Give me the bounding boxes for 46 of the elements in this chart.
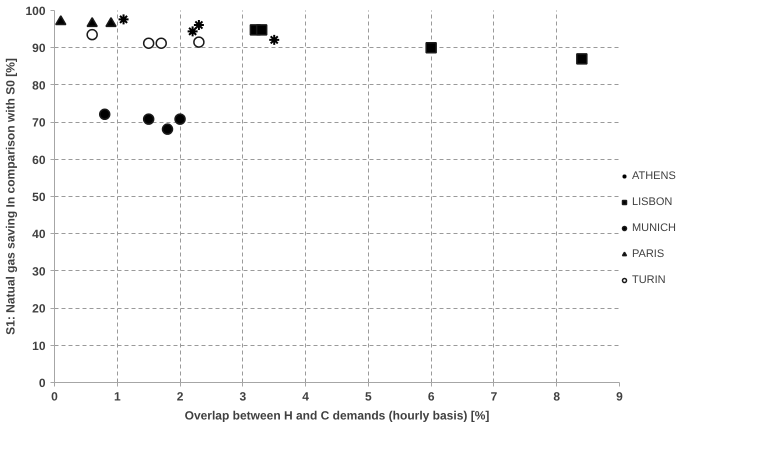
legend-label: MUNICH	[632, 221, 676, 235]
y-tick-label: 60	[32, 152, 46, 167]
x-axis-title: Overlap between H and C demands (hourly basis) [%]	[184, 408, 490, 422]
y-tick-label: 40	[32, 227, 46, 242]
x-tick-label: 3	[239, 390, 246, 404]
point	[186, 25, 199, 38]
x-tick-label: 2	[176, 390, 184, 404]
legend-label: PARIS	[632, 247, 664, 261]
y-tick-label: 70	[32, 116, 46, 130]
y-tick-label: 80	[32, 78, 46, 92]
y-tick-label: 100	[25, 4, 46, 18]
point	[256, 24, 268, 36]
x-tick-label: 9	[616, 390, 624, 404]
point	[105, 16, 117, 28]
point	[155, 37, 167, 49]
x-tick-label: 1	[114, 390, 121, 404]
y-tick-label: 90	[32, 41, 46, 56]
y-tick-label: 10	[32, 338, 46, 353]
point	[98, 108, 110, 120]
point	[268, 34, 280, 46]
point	[142, 37, 154, 49]
x-tick-label: 7	[490, 390, 498, 404]
point	[118, 13, 130, 26]
point	[162, 123, 174, 135]
x-tick-label: 0	[51, 390, 58, 404]
y-tick-label: 50	[32, 190, 46, 204]
point	[193, 36, 205, 48]
legend-label: LISBON	[632, 195, 672, 209]
y-tick-label: 20	[32, 302, 46, 316]
point	[576, 53, 588, 65]
x-tick-label: 6	[428, 390, 435, 404]
legend-label: TURIN	[632, 273, 666, 287]
point	[86, 16, 98, 28]
x-tick-label: 4	[302, 390, 310, 404]
y-tick-label: 0	[38, 376, 46, 390]
x-tick-label: 5	[365, 390, 372, 404]
point	[142, 113, 154, 125]
y-axis-title: S1: Natual gas saving In comparison with S0 [%]	[3, 58, 18, 335]
point	[86, 28, 98, 40]
x-tick-label: 8	[553, 390, 560, 404]
point	[192, 19, 205, 32]
y-tick-label: 30	[32, 264, 46, 278]
point	[55, 15, 67, 26]
point	[174, 113, 186, 125]
point	[425, 42, 437, 54]
legend-label: ATHENS	[632, 169, 676, 183]
